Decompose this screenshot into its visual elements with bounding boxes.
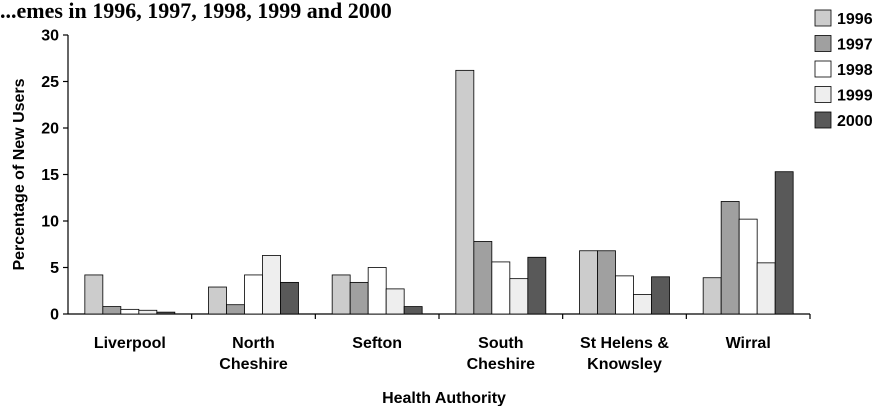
legend-swatch-1997 [814,35,832,52]
bar-1999-2 [385,288,405,315]
bar-1999-1 [262,255,281,315]
bar-1996-4 [579,250,598,315]
y-tick-label: 10 [41,214,59,231]
bar-1998-0 [120,308,140,315]
bar-2000-5 [774,171,794,315]
y-axis-title-group: Percentage of New Users [11,78,28,270]
legend: 1996 1997 1998 1999 2000 [814,9,873,130]
bar-1998-4 [615,275,634,315]
category-label: South Cheshire [467,335,536,373]
y-axis-title: Percentage of New Users [11,78,28,270]
category-label: Sefton [352,335,402,352]
legend-label-2000: 2000 [837,113,873,130]
bar-1997-5 [720,201,740,315]
legend-swatch-1999 [814,86,832,103]
legend-swatch-1998 [814,60,832,78]
bar-2000-3 [527,256,547,315]
bar-1996-2 [331,274,351,315]
bar-1997-3 [473,241,493,315]
bar-1999-5 [756,262,776,315]
bar-1999-0 [138,309,158,315]
chart-title: ...emes in 1996, 1997, 1998, 1999 and 20… [0,0,392,23]
legend-label-1998: 1998 [837,62,873,79]
category-label: Liverpool [94,335,166,352]
bar-1999-3 [509,278,529,315]
bar-1999-4 [633,294,652,315]
bar-1996-3 [455,69,475,315]
bar-2000-4 [651,276,670,315]
x-axis-title: Health Authority [382,390,506,406]
legend-label-1997: 1997 [837,37,873,54]
bar-1997-2 [349,281,369,315]
bar-1998-2 [367,267,387,315]
y-tick-label: 0 [50,307,59,324]
y-tick-label: 15 [41,167,59,184]
bar-2000-2 [403,306,423,315]
bar-1998-5 [738,218,758,315]
bar-1996-5 [702,277,722,315]
plot-area: 0 5 10 15 20 25 30 Liverpool North Cheshire Sefton… [41,28,811,373]
y-tick-label: 25 [41,74,59,91]
y-tick-label: 20 [41,121,59,138]
category-label: North Cheshire [219,335,288,373]
legend-label-1996: 1996 [837,11,873,28]
bar-1997-1 [226,304,245,315]
y-tick-label: 30 [41,28,59,45]
bar-1998-3 [491,261,511,315]
bar-1997-0 [102,306,122,315]
bar-2000-0 [156,311,176,315]
category-label: St Helens & Knowsley [580,335,669,373]
legend-swatch-2000 [814,111,832,129]
y-tick-label: 5 [50,260,59,277]
legend-label-1999: 1999 [837,88,873,105]
legend-swatch-1996 [814,9,832,27]
category-label: Wirral [726,335,771,352]
bar-1996-1 [208,286,227,315]
bar-1996-0 [84,274,104,315]
bar-2000-1 [280,281,299,315]
bar-1998-1 [244,274,263,315]
bar-1997-4 [597,250,616,315]
